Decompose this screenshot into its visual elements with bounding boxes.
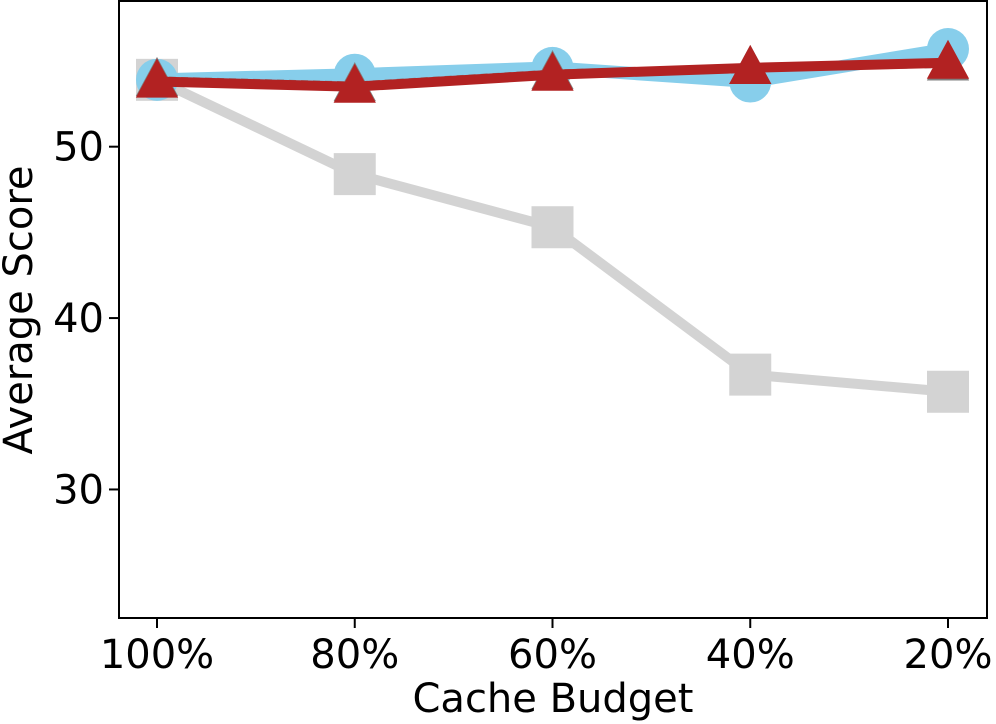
data-point	[927, 370, 969, 413]
data-point	[333, 153, 376, 196]
plot-frame	[118, 0, 988, 619]
data-point	[333, 63, 376, 103]
y-axis: 30 40 50	[53, 125, 119, 513]
x-tick-label: 60%	[508, 632, 597, 678]
y-tick-label: 40	[53, 296, 104, 342]
series-layer	[135, 27, 970, 413]
data-point	[926, 39, 970, 79]
x-tick-label: 100%	[100, 632, 214, 678]
data-point	[729, 353, 772, 396]
series-1	[136, 58, 969, 413]
data-point	[531, 206, 574, 249]
x-tick-label: 80%	[310, 632, 399, 678]
data-point	[135, 58, 179, 98]
x-tick-label: 40%	[706, 632, 795, 678]
x-tick-label: 20%	[904, 632, 993, 678]
y-axis-label: Average Score	[0, 165, 42, 454]
series-4	[135, 39, 970, 103]
y-tick-label: 30	[53, 467, 104, 513]
x-axis: 100% 80% 60% 40% 20%	[100, 618, 993, 678]
data-point	[729, 44, 772, 84]
x-axis-label: Cache Budget	[413, 676, 694, 722]
y-tick-label: 50	[53, 125, 104, 171]
data-point	[531, 51, 574, 91]
